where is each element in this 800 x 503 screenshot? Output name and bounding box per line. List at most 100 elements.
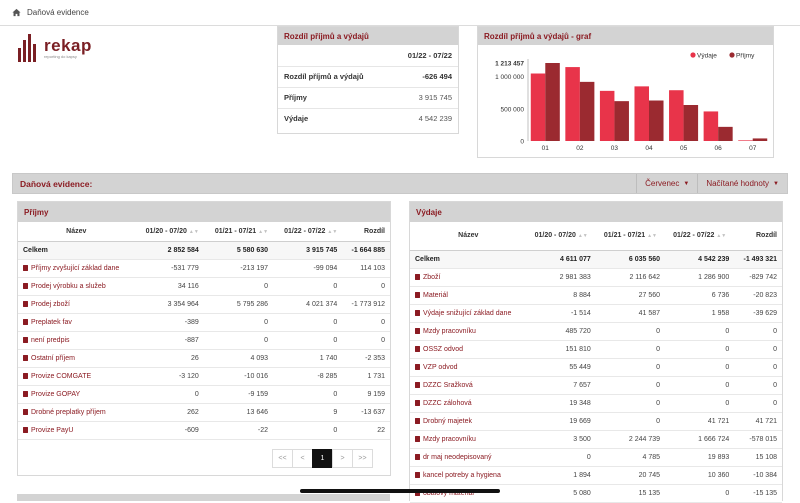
home-icon[interactable] — [12, 8, 21, 17]
table-cell: -578 015 — [734, 430, 782, 449]
values-dropdown[interactable]: Načítané hodnoty ▼ — [697, 174, 787, 193]
table-cell: 0 — [734, 394, 782, 413]
row-value: 0 — [333, 426, 338, 434]
row-label[interactable]: Mzdy pracovníku — [423, 327, 476, 335]
page-button[interactable]: > — [332, 449, 353, 468]
row-label[interactable]: Provize COMGATE — [31, 372, 92, 380]
row-label[interactable]: Prodej výrobku a služeb — [31, 282, 106, 290]
breadcrumb[interactable]: Daňová evidence — [27, 8, 89, 17]
row-label[interactable]: kancel potreby a hygiena — [423, 471, 501, 479]
row-label[interactable]: Zboží — [423, 273, 441, 281]
table-row[interactable]: Výdaje snižující základ dane -1 514 41 587… — [410, 304, 782, 323]
row-value: 0 — [725, 381, 730, 389]
table-row[interactable]: OSSZ odvod 151 810 0 0 0 — [410, 340, 782, 359]
row-label[interactable]: Příjmy zvyšující základ dane — [31, 264, 120, 272]
table-row[interactable]: není predpis -887 0 0 0 — [18, 331, 390, 350]
page-button[interactable]: << — [272, 449, 293, 468]
row-value: 19 348 — [569, 399, 591, 407]
row-label[interactable]: dr maj neodepisovaný — [423, 453, 492, 461]
table-cell: 0 — [273, 313, 343, 332]
bar-vydaje[interactable] — [530, 73, 546, 141]
table-row[interactable]: Příjmy zvyšující základ dane -531 779 -213… — [18, 259, 390, 278]
table-row[interactable]: VZP odvod 55 449 0 0 0 — [410, 358, 782, 377]
document-icon — [415, 399, 420, 406]
row-label[interactable]: Materiál — [423, 291, 448, 299]
row-label[interactable]: není predpis — [31, 336, 70, 344]
row-value: 485 720 — [565, 327, 591, 335]
row-label[interactable]: Preplatek fav — [31, 318, 72, 326]
column-header[interactable]: Název — [410, 222, 527, 251]
bar-vydaje[interactable] — [565, 67, 580, 141]
row-label[interactable]: OSSZ odvod — [423, 345, 464, 353]
row-label[interactable]: obalový materiál — [423, 489, 474, 497]
row-value: 1 666 724 — [698, 435, 730, 443]
page-button[interactable]: < — [292, 449, 313, 468]
table-row[interactable]: Provize PayU -609 -22 0 22 — [18, 421, 390, 440]
row-value: 0 — [725, 399, 730, 407]
table-row[interactable]: Mzdy pracovníku 3 500 2 244 739 1 666 724 -5… — [410, 430, 782, 449]
sort-icon: ▲▼ — [716, 233, 727, 240]
bar-vydaje[interactable] — [703, 111, 719, 141]
column-header[interactable]: 01/21 - 07/21 ▲▼ — [203, 222, 274, 242]
bar-prijmy[interactable] — [683, 105, 699, 141]
bar-prijmy[interactable] — [752, 138, 768, 141]
page-button[interactable]: >> — [352, 449, 373, 468]
table-row[interactable]: Materiál 8 884 27 560 6 736 -20 823 — [410, 286, 782, 305]
row-value: 15 135 — [638, 489, 661, 497]
column-header[interactable]: 01/21 - 07/21 ▲▼ — [595, 222, 666, 251]
row-label[interactable]: Drobný majetek — [423, 417, 473, 425]
bar-vydaje[interactable] — [634, 86, 649, 141]
row-label[interactable]: Výdaje snižující základ dane — [423, 309, 512, 317]
table-row[interactable]: kancel potreby a hygiena 1 894 20 745 10 36… — [410, 466, 782, 485]
bar-vydaje[interactable] — [599, 90, 615, 141]
bar-prijmy[interactable] — [545, 63, 560, 141]
column-header[interactable]: Rozdíl — [734, 222, 782, 251]
table-cell: 55 449 — [526, 358, 596, 377]
column-header[interactable]: Rozdíl — [342, 222, 390, 242]
column-header[interactable]: 01/20 - 07/20 ▲▼ — [526, 222, 596, 251]
table-row[interactable]: Prodej výrobku a služeb 34 116 0 0 0 — [18, 277, 390, 296]
row-label[interactable]: Mzdy pracovníku — [423, 435, 476, 443]
table-row[interactable]: DZZC Sražková 7 657 0 0 0 — [410, 376, 782, 395]
table-row[interactable]: Ostatní příjem 26 4 093 1 740 -2 353 — [18, 349, 390, 368]
table-cell: 2 244 739 — [595, 430, 666, 449]
row-value: 0 — [725, 363, 730, 371]
column-header[interactable]: 01/22 - 07/22 ▲▼ — [273, 222, 343, 242]
bar-prijmy[interactable] — [718, 126, 733, 141]
row-label[interactable]: VZP odvod — [423, 363, 458, 371]
bar-prijmy[interactable] — [649, 100, 664, 141]
bar-vydaje[interactable] — [738, 140, 753, 141]
column-header[interactable]: 01/22 - 07/22 ▲▼ — [665, 222, 735, 251]
bar-prijmy[interactable] — [579, 81, 595, 141]
legend-label[interactable]: Výdaje — [697, 52, 717, 59]
row-label[interactable]: DZZC Sražková — [423, 381, 473, 389]
table-total-row: Celkem 2 852 584 5 580 630 3 915 745 -1 664 … — [18, 241, 390, 260]
bar-prijmy[interactable] — [614, 101, 629, 141]
table-row[interactable]: Provize COMGATE -3 120 -10 016 -8 285 1 731 — [18, 367, 390, 386]
table-cell: 0 — [134, 385, 204, 404]
table-row[interactable]: Prodej zboží 3 354 964 5 795 286 4 021 374 -… — [18, 295, 390, 314]
row-label[interactable]: Provize GOPAY — [31, 390, 81, 398]
page-button[interactable]: 1 — [312, 449, 333, 468]
row-label[interactable]: DZZC zálohová — [423, 399, 472, 407]
table-row[interactable]: Preplatek fav -389 0 0 0 — [18, 313, 390, 332]
table-row[interactable]: Mzdy pracovníku 485 720 0 0 0 — [410, 322, 782, 341]
row-label[interactable]: Prodej zboží — [31, 300, 70, 308]
table-row[interactable]: DZZC zálohová 19 348 0 0 0 — [410, 394, 782, 413]
row-label[interactable]: Ostatní příjem — [31, 354, 75, 362]
table-row[interactable]: obalový materiál 5 080 15 135 0 -15 135 — [410, 484, 782, 503]
row-label[interactable]: Drobné preplatky příjem — [31, 408, 106, 416]
bar-vydaje[interactable] — [669, 90, 684, 141]
legend-label[interactable]: Příjmy — [736, 52, 755, 59]
table-row[interactable]: Provize GOPAY 0 -9 159 0 9 159 — [18, 385, 390, 404]
table-row[interactable]: Drobné preplatky příjem 262 13 646 9 -13 637 — [18, 403, 390, 422]
row-label[interactable]: Provize PayU — [31, 426, 74, 434]
table-cell: 4 785 — [595, 448, 666, 467]
column-header[interactable]: 01/20 - 07/20 ▲▼ — [134, 222, 204, 242]
column-header[interactable]: Název — [18, 222, 135, 242]
month-dropdown[interactable]: Červenec ▼ — [636, 174, 697, 193]
table-cell: 6 736 — [665, 286, 735, 305]
table-row[interactable]: Zboží 2 981 383 2 116 642 1 286 900 -829 742 — [410, 268, 782, 287]
table-row[interactable]: Drobný majetek 19 669 0 41 721 41 721 — [410, 412, 782, 431]
table-row[interactable]: dr maj neodepisovaný 0 4 785 19 893 15 108 — [410, 448, 782, 467]
